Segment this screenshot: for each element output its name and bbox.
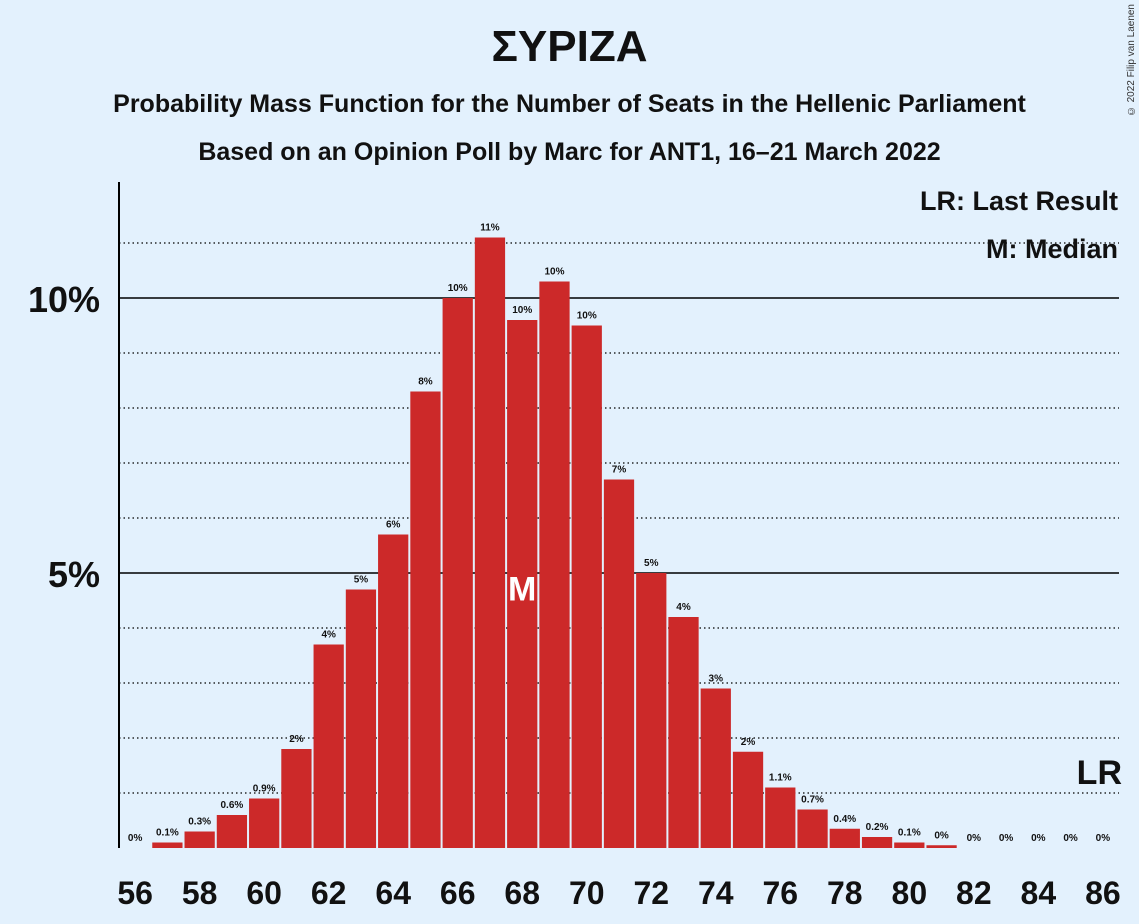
bar <box>249 798 280 848</box>
x-tick-label: 60 <box>246 875 282 911</box>
bar-value-label: 0.4% <box>833 814 856 825</box>
bar-value-label: 0% <box>128 833 143 844</box>
bar <box>410 391 441 848</box>
legend-last-result: LR: Last Result <box>920 186 1118 216</box>
legend-median: M: Median <box>986 234 1118 264</box>
bar-value-label: 2% <box>289 734 304 745</box>
bar-value-label: 1.1% <box>769 773 792 784</box>
x-tick-label: 86 <box>1085 875 1121 911</box>
bar-value-label: 10% <box>544 267 564 278</box>
x-tick-label: 72 <box>633 875 669 911</box>
bar-value-label: 0.3% <box>188 817 211 828</box>
bar-value-label: 0% <box>1096 833 1111 844</box>
bar-value-label: 0.1% <box>898 828 921 839</box>
bar-value-label: 5% <box>644 558 659 569</box>
bar <box>281 749 312 848</box>
x-tick-label: 58 <box>182 875 218 911</box>
bar-value-label: 0.6% <box>221 800 244 811</box>
x-tick-label: 56 <box>117 875 153 911</box>
bar-value-label: 0% <box>1063 833 1078 844</box>
bar <box>571 325 602 848</box>
bar <box>797 809 828 848</box>
x-tick-label: 84 <box>1021 875 1057 911</box>
bar <box>313 644 344 848</box>
bar <box>829 828 860 848</box>
chart-subtitle-line1: Probability Mass Function for the Number… <box>113 90 1026 118</box>
bar-value-label: 10% <box>577 311 597 322</box>
bar <box>765 787 796 848</box>
bar <box>636 573 667 848</box>
bar-value-label: 10% <box>512 305 532 316</box>
bar-value-label: 4% <box>676 602 691 613</box>
x-tick-label: 64 <box>375 875 411 911</box>
bar-value-label: 4% <box>321 630 336 641</box>
bar <box>603 479 635 848</box>
x-tick-label: 62 <box>311 875 347 911</box>
bar-value-label: 0.1% <box>156 828 179 839</box>
bar <box>216 815 248 848</box>
bar-value-label: 2% <box>741 737 756 748</box>
bar-value-label: 8% <box>418 377 433 388</box>
bar-value-label: 0% <box>1031 833 1046 844</box>
bar-value-label: 3% <box>709 674 724 685</box>
bar-value-label: 0% <box>999 833 1014 844</box>
x-tick-label: 68 <box>504 875 540 911</box>
y-tick-label: 5% <box>48 554 100 595</box>
chart-subtitle-line2: Based on an Opinion Poll by Marc for ANT… <box>198 138 941 166</box>
bar <box>894 842 925 848</box>
bar-value-label: 10% <box>448 283 468 294</box>
bar-value-label: 5% <box>354 575 369 586</box>
x-tick-label: 66 <box>440 875 476 911</box>
chart-title: ΣΥΡΙΖΑ <box>491 22 648 71</box>
y-tick-label: 10% <box>28 279 100 320</box>
bar <box>539 281 570 848</box>
bar <box>926 845 957 848</box>
x-tick-label: 76 <box>762 875 798 911</box>
x-tick-label: 78 <box>827 875 863 911</box>
median-marker: M <box>508 571 536 609</box>
bar <box>700 688 731 848</box>
bar <box>861 837 893 848</box>
bar-value-label: 0.9% <box>253 784 276 795</box>
bar <box>732 751 764 848</box>
bar-value-label: 0% <box>967 833 982 844</box>
x-tick-label: 74 <box>698 875 734 911</box>
bar-value-label: 6% <box>386 520 401 531</box>
bar-value-label: 7% <box>612 465 627 476</box>
bar <box>474 237 506 848</box>
last-result-marker: LR <box>1077 754 1122 792</box>
bar <box>345 589 377 848</box>
bar-value-label: 11% <box>480 223 500 234</box>
bar <box>152 842 183 848</box>
bar-value-label: 0.7% <box>801 795 824 806</box>
bar <box>442 298 473 848</box>
bar <box>507 320 538 848</box>
bar <box>184 831 215 848</box>
bar-value-label: 0% <box>934 830 949 841</box>
x-tick-label: 70 <box>569 875 605 911</box>
bar-value-label: 0.2% <box>866 822 889 833</box>
x-tick-label: 80 <box>892 875 928 911</box>
x-tick-label: 82 <box>956 875 992 911</box>
bar <box>668 617 699 848</box>
bar <box>378 534 409 848</box>
